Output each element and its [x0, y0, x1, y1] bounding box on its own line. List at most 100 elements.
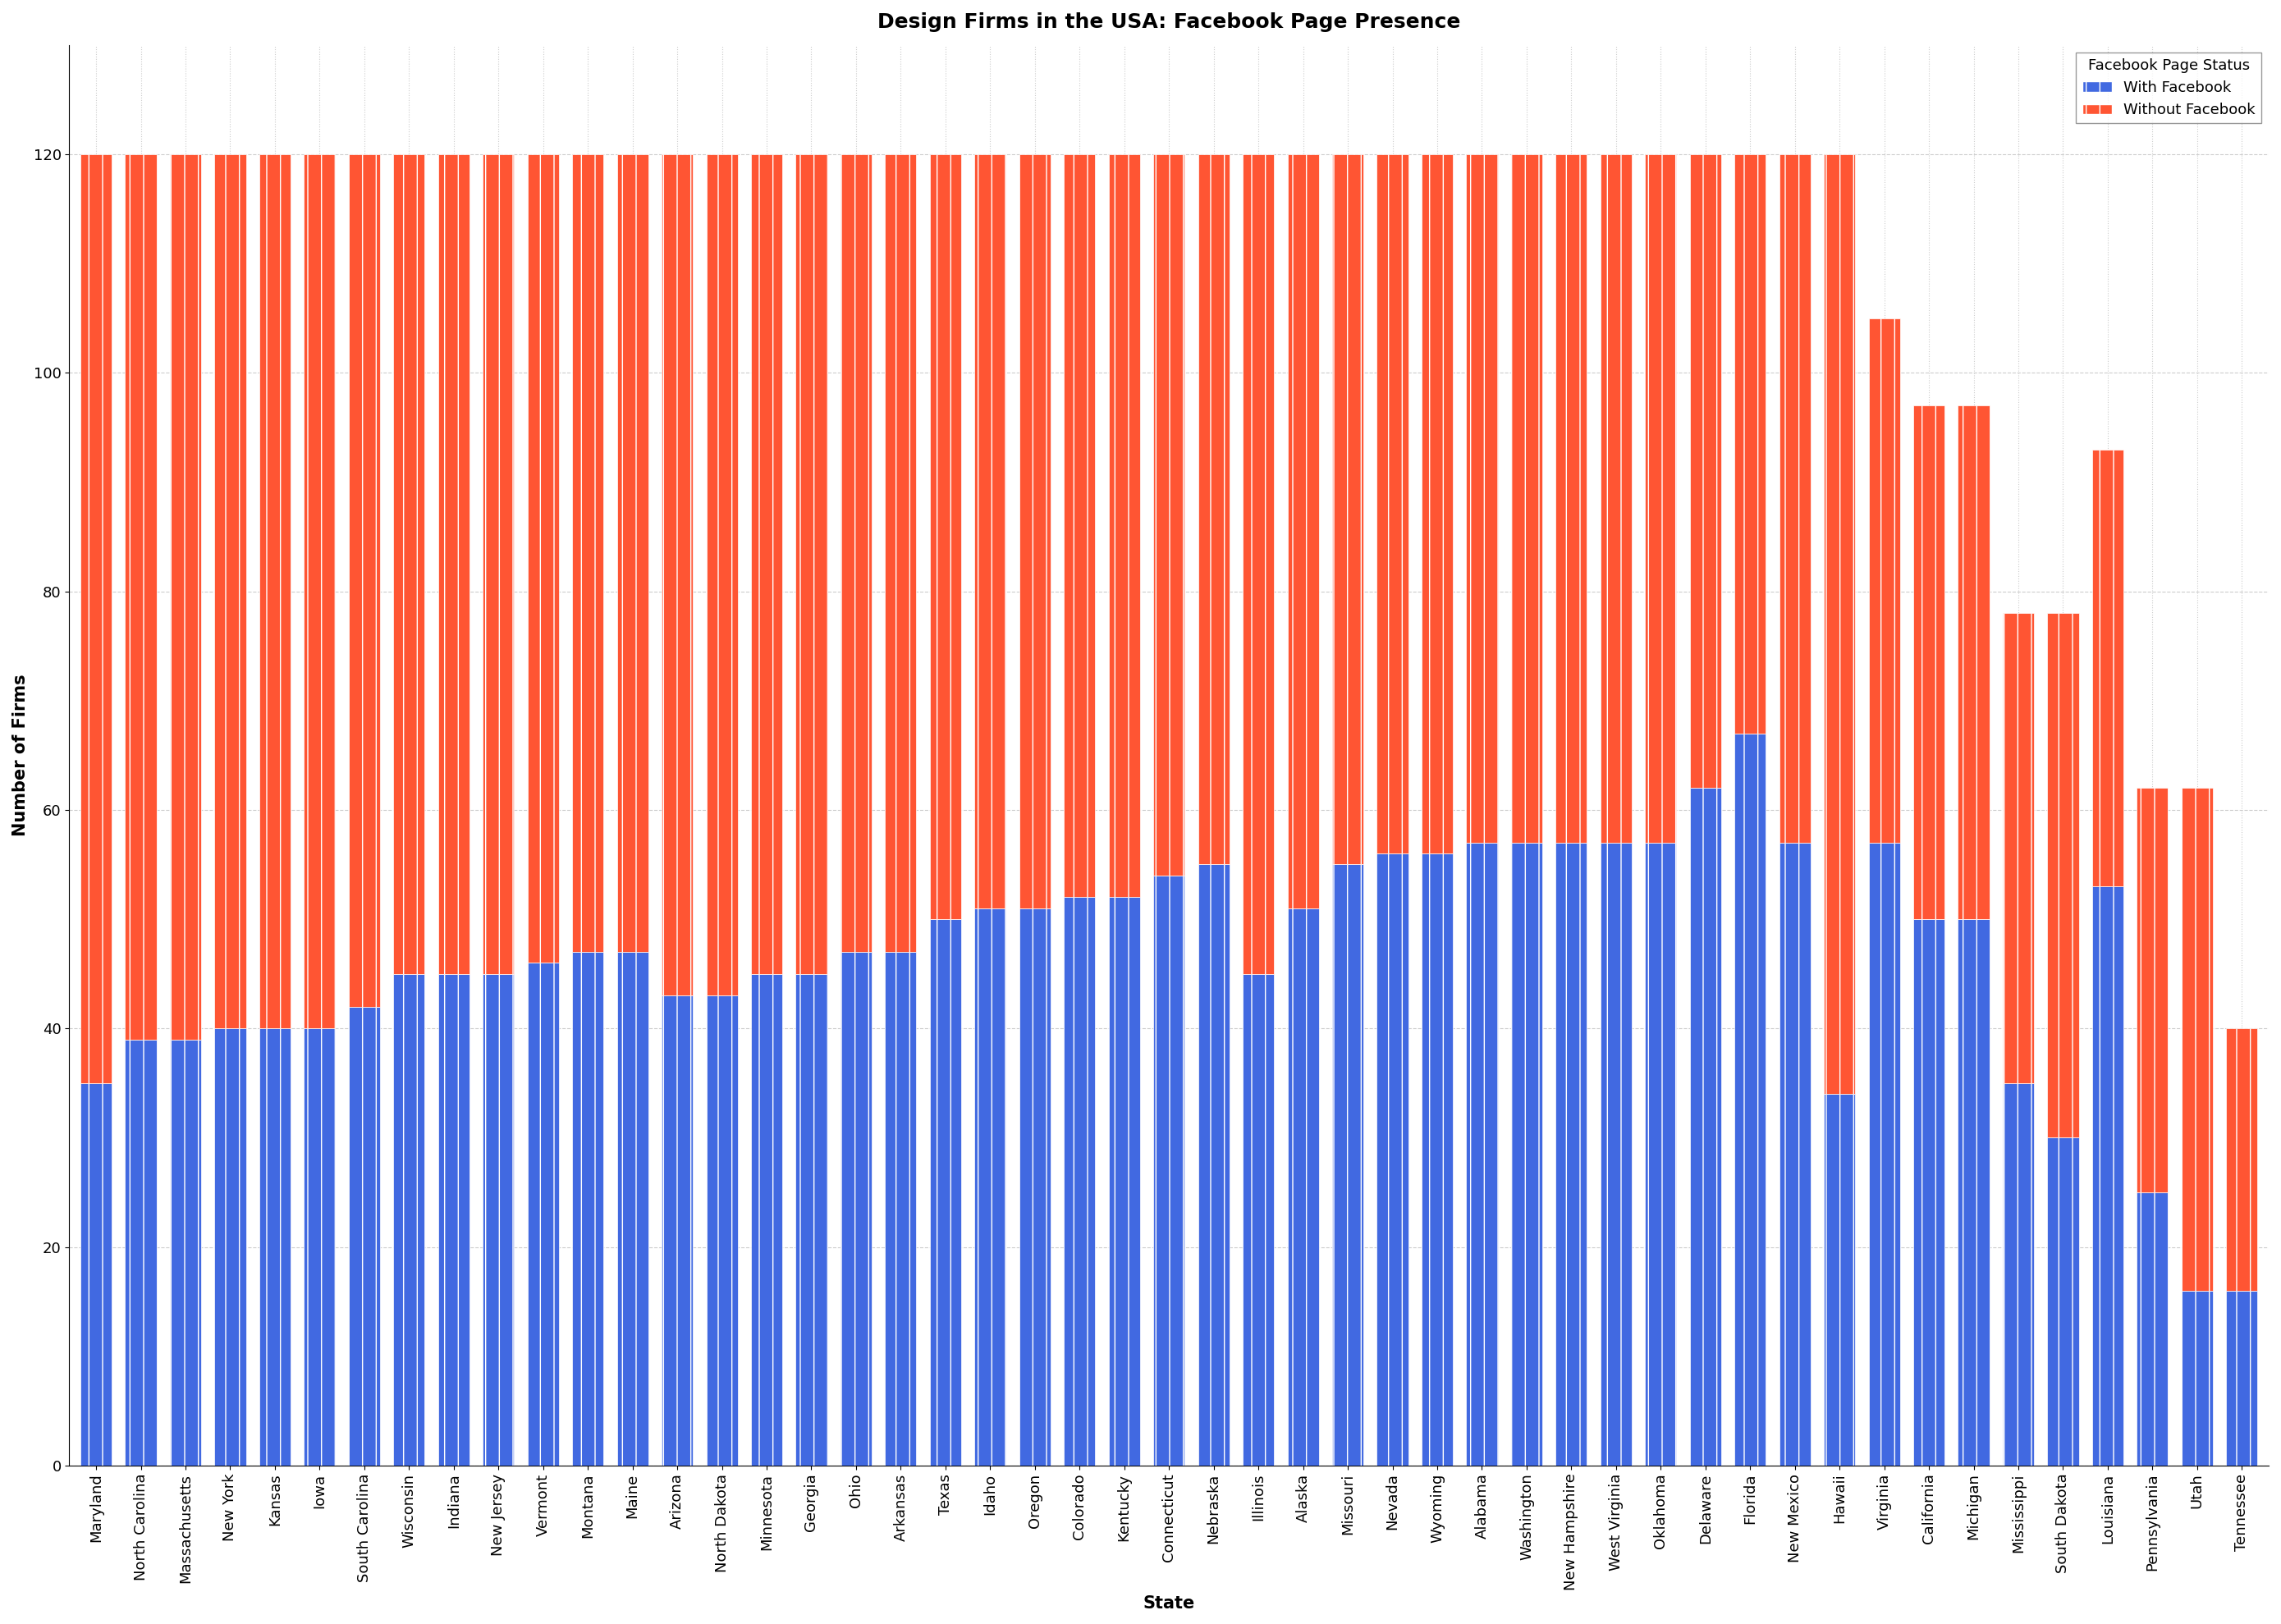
Bar: [1914, 406, 1946, 919]
Bar: [750, 974, 782, 1465]
Bar: [1243, 154, 1275, 974]
Bar: [260, 1028, 290, 1465]
Bar: [839, 952, 871, 1465]
Bar: [1378, 154, 1407, 854]
Bar: [1421, 854, 1453, 1465]
Bar: [1868, 843, 1900, 1465]
Bar: [2092, 450, 2124, 887]
Bar: [796, 974, 828, 1465]
Legend: With Facebook, Without Facebook: With Facebook, Without Facebook: [2076, 52, 2260, 123]
Bar: [2137, 1192, 2169, 1465]
Bar: [1332, 864, 1364, 1465]
Bar: [1154, 875, 1184, 1465]
Bar: [616, 154, 648, 952]
Title: Design Firms in the USA: Facebook Page Presence: Design Firms in the USA: Facebook Page P…: [878, 13, 1460, 32]
Bar: [931, 919, 960, 1465]
Bar: [260, 154, 290, 1028]
Bar: [1825, 1095, 1854, 1465]
Bar: [80, 154, 112, 1083]
X-axis label: State: State: [1143, 1595, 1195, 1611]
Bar: [1556, 154, 1588, 843]
Bar: [1957, 406, 1989, 919]
Bar: [707, 154, 737, 996]
Bar: [1734, 734, 1765, 1465]
Bar: [1286, 154, 1318, 908]
Bar: [1868, 318, 1900, 843]
Bar: [1063, 898, 1095, 1465]
Bar: [2226, 1291, 2258, 1465]
Bar: [2181, 788, 2213, 1291]
Bar: [1510, 843, 1542, 1465]
Bar: [1556, 843, 1588, 1465]
Bar: [1467, 154, 1499, 843]
Bar: [527, 154, 559, 963]
Bar: [573, 154, 604, 952]
Bar: [303, 1028, 335, 1465]
Bar: [885, 154, 917, 952]
Bar: [169, 1039, 201, 1465]
Bar: [1734, 154, 1765, 734]
Bar: [1510, 154, 1542, 843]
Bar: [1601, 154, 1631, 843]
Bar: [1779, 843, 1811, 1465]
Bar: [438, 154, 470, 974]
Bar: [1645, 843, 1677, 1465]
Bar: [349, 154, 381, 1007]
Bar: [573, 952, 604, 1465]
Bar: [707, 996, 737, 1465]
Bar: [169, 154, 201, 1039]
Bar: [303, 154, 335, 1028]
Bar: [1198, 154, 1229, 864]
Bar: [1198, 864, 1229, 1465]
Bar: [1378, 854, 1407, 1465]
Bar: [2092, 887, 2124, 1465]
Bar: [1286, 908, 1318, 1465]
Bar: [1063, 154, 1095, 898]
Bar: [750, 154, 782, 974]
Y-axis label: Number of Firms: Number of Firms: [11, 674, 30, 836]
Bar: [1467, 843, 1499, 1465]
Bar: [527, 963, 559, 1465]
Bar: [2003, 1083, 2035, 1465]
Bar: [484, 154, 513, 974]
Bar: [1914, 919, 1946, 1465]
Bar: [214, 154, 246, 1028]
Bar: [1243, 974, 1275, 1465]
Bar: [484, 974, 513, 1465]
Bar: [80, 1083, 112, 1465]
Bar: [796, 154, 828, 974]
Bar: [616, 952, 648, 1465]
Bar: [974, 154, 1006, 908]
Bar: [2048, 1138, 2078, 1465]
Bar: [1601, 843, 1631, 1465]
Bar: [438, 974, 470, 1465]
Bar: [839, 154, 871, 952]
Bar: [1154, 154, 1184, 875]
Bar: [1020, 154, 1052, 908]
Bar: [1332, 154, 1364, 864]
Bar: [2048, 614, 2078, 1138]
Bar: [214, 1028, 246, 1465]
Bar: [349, 1007, 381, 1465]
Bar: [1421, 154, 1453, 854]
Bar: [2226, 1028, 2258, 1291]
Bar: [931, 154, 960, 919]
Bar: [1690, 154, 1722, 788]
Bar: [885, 952, 917, 1465]
Bar: [974, 908, 1006, 1465]
Bar: [1690, 788, 1722, 1465]
Bar: [2181, 1291, 2213, 1465]
Bar: [392, 974, 424, 1465]
Bar: [125, 1039, 157, 1465]
Bar: [1020, 908, 1052, 1465]
Bar: [1109, 154, 1140, 898]
Bar: [2137, 788, 2169, 1192]
Bar: [1957, 919, 1989, 1465]
Bar: [1825, 154, 1854, 1095]
Bar: [661, 996, 693, 1465]
Bar: [1645, 154, 1677, 843]
Bar: [125, 154, 157, 1039]
Bar: [2003, 614, 2035, 1083]
Bar: [661, 154, 693, 996]
Bar: [392, 154, 424, 974]
